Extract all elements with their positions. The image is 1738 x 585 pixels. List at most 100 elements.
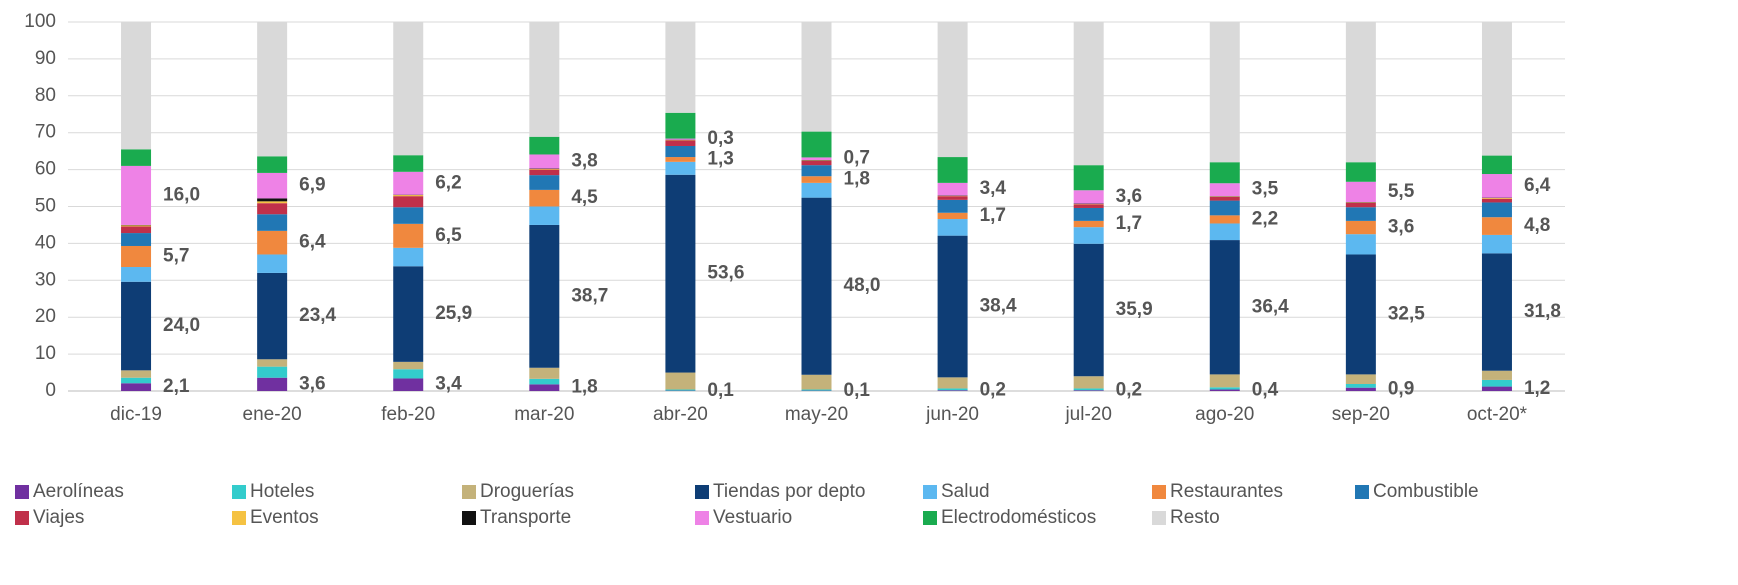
bar-segment (529, 189, 560, 207)
bar-segment (1481, 202, 1512, 218)
bar-segment (801, 374, 832, 390)
data-label: 6,9 (299, 175, 325, 196)
data-label: 53,6 (707, 263, 744, 284)
bar-segment (121, 165, 152, 225)
bar-segment (393, 195, 424, 197)
y-tick-label: 40 (35, 232, 56, 253)
bar-segment (121, 226, 152, 234)
legend-swatch (15, 485, 29, 499)
bar-segment (257, 22, 288, 157)
legend-swatch (695, 511, 709, 525)
bar-segment (1073, 243, 1104, 377)
bar-segment (1345, 374, 1376, 384)
bar-segment (937, 157, 968, 183)
bar-segment (1209, 387, 1240, 390)
bar-segment (1073, 227, 1104, 244)
bar-segment (1209, 183, 1240, 197)
bar-segment (121, 281, 152, 371)
bar-segment (1345, 387, 1376, 391)
legend-label: Viajes (33, 507, 84, 528)
bar-segment (393, 171, 424, 195)
bar-segment (529, 136, 560, 155)
data-label: 38,4 (980, 296, 1017, 317)
bar-segment (937, 199, 968, 213)
data-label: 48,0 (844, 275, 881, 296)
bar-segment (257, 272, 288, 360)
bar-segment (393, 266, 424, 362)
legend-label: Droguerías (480, 481, 574, 502)
bar-segment (1073, 390, 1104, 391)
bar-segment (665, 157, 696, 162)
bar-segment (801, 176, 832, 183)
bar-segment (257, 156, 288, 173)
x-tick-label: oct-20* (1467, 404, 1528, 425)
bar-segment (529, 206, 560, 225)
bar-segment (529, 168, 560, 170)
y-tick-label: 50 (35, 196, 56, 217)
legend-swatch (695, 485, 709, 499)
data-label: 1,7 (1116, 213, 1142, 234)
bar-segment (529, 378, 560, 385)
data-label: 6,2 (435, 172, 461, 193)
legend-swatch (923, 485, 937, 499)
bar-segment (665, 138, 696, 140)
bar-segment (529, 22, 560, 137)
bar-segment (1073, 388, 1104, 391)
bar-segment (1481, 198, 1512, 199)
bar-segment (937, 388, 968, 391)
x-tick-label: ago-20 (1195, 404, 1254, 425)
data-label: 5,7 (163, 246, 189, 267)
legend-label: Salud (941, 481, 990, 502)
data-label: 6,4 (299, 232, 326, 253)
data-label: 0,1 (844, 380, 871, 401)
bar-segment (393, 369, 424, 379)
bar-segment (1345, 254, 1376, 375)
x-tick-label: jul-20 (1064, 404, 1111, 425)
legend-swatch (232, 511, 246, 525)
y-tick-label: 0 (45, 380, 56, 401)
legend-label: Electrodomésticos (941, 507, 1096, 528)
bar-segment (121, 149, 152, 166)
data-label: 0,4 (1252, 379, 1279, 400)
x-tick-label: dic-19 (110, 404, 162, 425)
data-label: 2,2 (1252, 208, 1278, 229)
bar-segment (1345, 162, 1376, 182)
bar-segment (1345, 383, 1376, 388)
bar-segment (257, 203, 288, 215)
bar-segment (393, 378, 424, 391)
legend-swatch (232, 485, 246, 499)
bar-segment (529, 169, 560, 176)
bar-segment (1209, 200, 1240, 216)
legend-swatch (1152, 511, 1166, 525)
y-tick-label: 60 (35, 159, 56, 180)
bar-segment (937, 182, 968, 196)
data-label: 25,9 (435, 303, 472, 324)
bar-segment (529, 224, 560, 368)
bar-segment (937, 390, 968, 391)
bar-segment (1073, 190, 1104, 204)
bar-segment (665, 174, 696, 373)
data-label: 1,2 (1524, 378, 1550, 399)
bar-segment (257, 198, 288, 202)
data-label: 32,5 (1388, 303, 1425, 324)
legend-swatch (462, 485, 476, 499)
bar-segment (1209, 389, 1240, 391)
bar-segment (1345, 207, 1376, 221)
bar-segment (801, 389, 832, 391)
bar-segment (1073, 165, 1104, 191)
bar-segment (257, 214, 288, 231)
data-label: 1,8 (571, 377, 597, 398)
data-label: 3,4 (435, 374, 462, 395)
data-label: 3,4 (980, 178, 1007, 199)
bar-segment (257, 254, 288, 273)
x-tick-label: sep-20 (1332, 404, 1390, 425)
x-tick-label: ene-20 (243, 404, 302, 425)
bar-segment (1209, 162, 1240, 184)
y-tick-label: 20 (35, 306, 56, 327)
data-label: 4,5 (571, 187, 598, 208)
bar-segment (121, 225, 152, 227)
legend-label: Transporte (480, 507, 571, 528)
bar-segment (1481, 22, 1512, 156)
bar-segment (665, 145, 696, 158)
bar-segment (393, 155, 424, 172)
